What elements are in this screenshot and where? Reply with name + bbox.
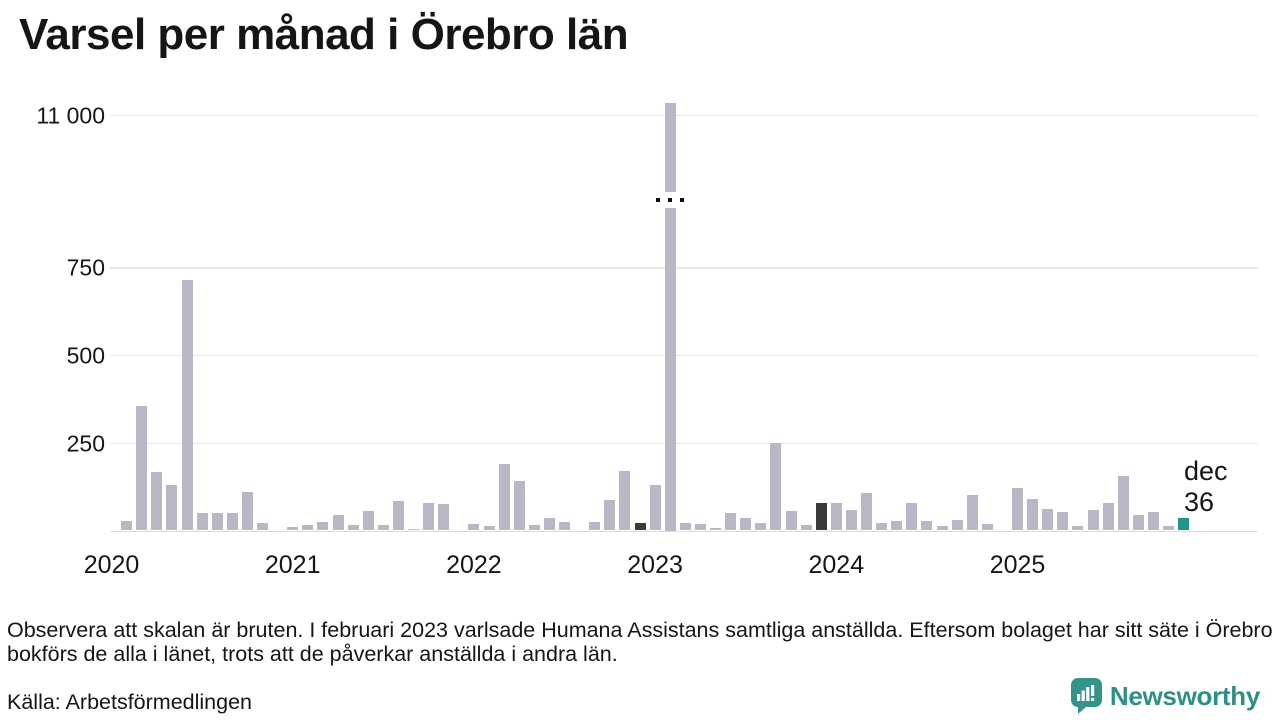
y-axis-label: 500: [66, 342, 105, 369]
bar-2022-okt: [604, 499, 616, 531]
latest-value: 36: [1184, 487, 1215, 517]
bar-2025-jul: [1102, 502, 1114, 531]
bar-2023-sep: [770, 443, 782, 531]
gridline-11000: [110, 114, 1258, 116]
bar-2023-dec: [815, 503, 827, 531]
bar-2025-mar: [1042, 508, 1054, 531]
scale-break-dot: [680, 198, 685, 202]
bar-2024-feb: [845, 510, 857, 531]
bar-2022-maj: [528, 524, 540, 531]
x-axis-label-2022: 2022: [446, 551, 502, 579]
bar-2021-jan: [287, 526, 299, 531]
bar-2022-apr: [513, 481, 525, 531]
bar-2020-mar: [136, 406, 148, 531]
bar-2025-okt: [1147, 511, 1159, 531]
bar-2024-jul: [921, 521, 933, 531]
bar-2021-jul: [377, 524, 389, 531]
bar-2020-aug: [211, 512, 223, 531]
bar-2023-nov: [800, 525, 812, 531]
bar-2022-nov: [619, 470, 631, 531]
x-axis-label-2020: 2020: [83, 551, 140, 579]
bar-2021-feb: [302, 524, 314, 531]
bar-2020-nov: [257, 523, 268, 531]
bar-2025-apr: [1057, 512, 1069, 531]
bar-2024-sep: [951, 520, 963, 531]
x-axis-baseline: [110, 530, 1258, 532]
bar-2024-nov: [981, 523, 993, 531]
source-label: Källa: Arbetsförmedlingen: [7, 690, 253, 714]
x-axis-label-2024: 2024: [808, 551, 865, 579]
bar-2022-jul: [559, 522, 570, 531]
bar-2020-jun: [181, 280, 193, 531]
bar-2023-jul: [740, 517, 752, 531]
scale-break-dot: [656, 198, 661, 202]
bar-2024-okt: [966, 495, 978, 531]
bar-2023-mar: [679, 522, 691, 531]
bar-2021-mar: [317, 522, 329, 531]
bar-2020-okt: [241, 491, 253, 531]
bar-2020-sep: [226, 512, 238, 531]
bar-2025-feb: [1027, 499, 1039, 531]
bar-2020-jul: [196, 512, 208, 531]
bar-2023-okt: [785, 511, 797, 531]
bar-2022-jun: [543, 517, 555, 531]
y-axis-label: 750: [66, 254, 105, 281]
bar-2021-aug: [392, 500, 404, 531]
gridline-500: [110, 354, 1258, 357]
footnote: Observera att skalan är bruten. I februa…: [7, 618, 1273, 666]
x-axis-label-2023: 2023: [627, 551, 683, 579]
bar-2021-apr: [332, 515, 344, 531]
bar-2024-aug: [936, 525, 948, 531]
bar-2021-maj: [347, 524, 359, 531]
newsworthy-logo: Newsworthy: [1070, 678, 1260, 714]
bar-2025-jun: [1087, 510, 1099, 531]
latest-month-label: dec: [1184, 456, 1228, 486]
bar-2022-feb: [483, 525, 495, 531]
x-axis-label-2021: 2021: [264, 551, 321, 579]
bar-2022-dec: [634, 523, 646, 531]
bar-2022-mar: [498, 463, 510, 531]
scale-break-dot: [668, 198, 673, 202]
bar-2025-nov: [1163, 525, 1174, 531]
bar-2021-jun: [362, 510, 374, 531]
bar-2021-nov: [438, 504, 450, 531]
y-axis-label: 250: [66, 430, 105, 457]
bar-2023-aug: [755, 522, 767, 531]
bar-2022-sep: [589, 521, 601, 531]
bar-2024-jun: [906, 502, 918, 531]
bar-2023-feb: [664, 103, 676, 531]
bar-2021-sep: [408, 528, 419, 531]
gridline-750: [110, 267, 1258, 269]
bar-2022-jan: [468, 523, 480, 531]
y-axis-label: 11 000: [36, 102, 105, 128]
bar-2023-apr: [694, 523, 706, 531]
bar-2025-aug: [1117, 475, 1129, 531]
newsworthy-logo-icon: [1070, 678, 1102, 714]
x-axis-label-2025: 2025: [989, 551, 1046, 579]
newsworthy-logo-text: Newsworthy: [1109, 680, 1260, 711]
bar-2024-jan: [830, 503, 842, 531]
bar-2025-maj: [1072, 525, 1084, 531]
bar-2021-okt: [423, 503, 435, 531]
bar-2020-apr: [151, 471, 163, 531]
bar-2023-jun: [725, 512, 737, 531]
chart-title: Varsel per månad i Örebro län: [19, 10, 629, 59]
bar-2025-jan: [1012, 487, 1023, 531]
bar-2020-feb: [121, 521, 133, 531]
bar-2024-apr: [876, 523, 888, 531]
bar-2023-maj: [710, 528, 721, 531]
gridline-250: [110, 442, 1258, 445]
bar-2024-maj: [891, 521, 903, 531]
bar-2023-jan: [649, 484, 661, 531]
latest-value-label: dec 36: [1184, 456, 1228, 518]
bar-2025-sep: [1132, 515, 1144, 531]
bar-2025-dec: [1178, 517, 1190, 531]
bar-2024-mar: [861, 492, 872, 531]
bar-2020-maj: [166, 484, 178, 531]
